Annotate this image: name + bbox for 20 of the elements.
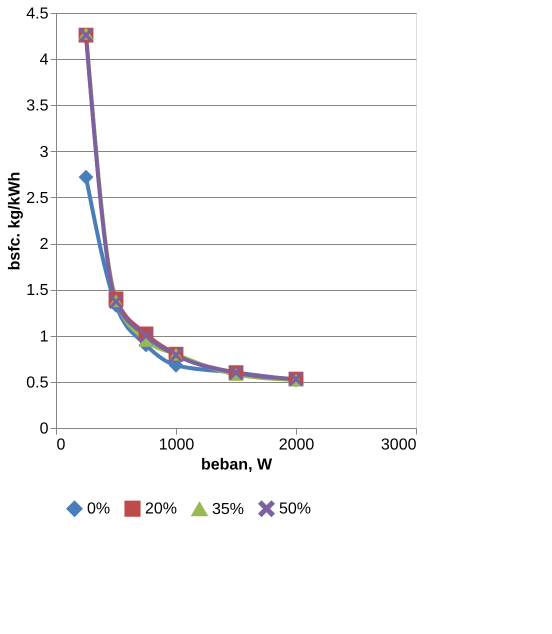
- y-tick-label: 2: [40, 236, 49, 254]
- x-tick-label: 3000: [380, 436, 417, 454]
- x-tick-label: 2000: [278, 436, 314, 454]
- y-tick-label: 2.5: [26, 190, 49, 207]
- y-tick-label: 1: [40, 328, 49, 346]
- y-tick-label: 4: [40, 52, 49, 69]
- legend-label: 35%: [212, 501, 244, 518]
- y-tick-label: 3.5: [26, 98, 49, 115]
- x-tick-label: 1000: [158, 436, 194, 454]
- y-tick-label: 0: [40, 420, 49, 438]
- legend-label: 50%: [279, 500, 312, 518]
- legend-label: 20%: [145, 500, 178, 518]
- y-tick-label: 4.5: [26, 6, 49, 22]
- y-tick-label: 0.5: [26, 374, 49, 392]
- x-axis-title: beban, W: [200, 456, 273, 474]
- y-tick-label: 1.5: [26, 282, 49, 300]
- y-axis-title: bsfc. kg/kWh: [6, 172, 24, 270]
- y-tick-label: 3: [40, 144, 49, 161]
- legend-label: 0%: [87, 500, 110, 518]
- x-tick-label: 0: [56, 436, 66, 454]
